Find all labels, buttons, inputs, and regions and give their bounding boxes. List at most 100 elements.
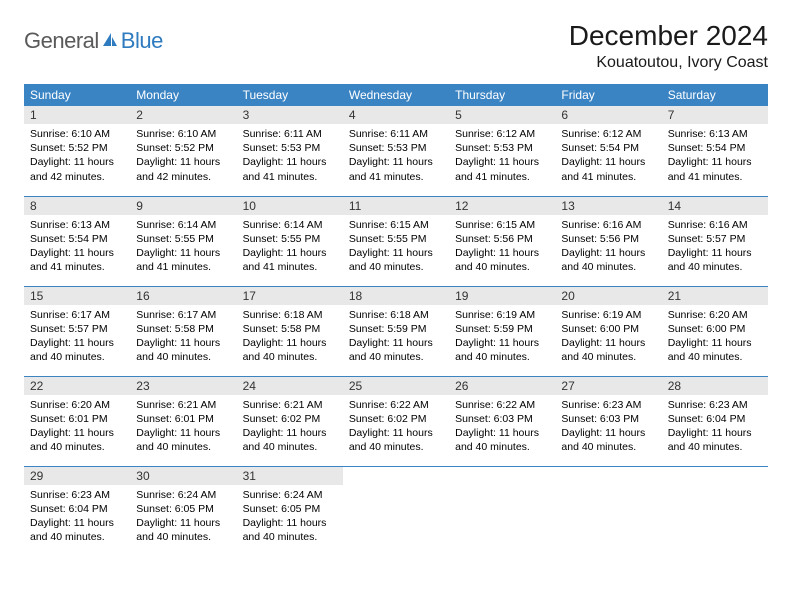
daylight-line: Daylight: 11 hours and 40 minutes. — [136, 426, 230, 454]
sunset-line: Sunset: 5:58 PM — [136, 322, 230, 336]
day-number: 10 — [237, 197, 343, 215]
sunrise-line: Sunrise: 6:16 AM — [561, 218, 655, 232]
sunset-line: Sunset: 6:00 PM — [668, 322, 762, 336]
page-header: General Blue December 2024 Kouatoutou, I… — [24, 20, 768, 72]
day-cell: 29Sunrise: 6:23 AMSunset: 6:04 PMDayligh… — [24, 466, 130, 556]
day-cell: 22Sunrise: 6:20 AMSunset: 6:01 PMDayligh… — [24, 376, 130, 466]
sunrise-line: Sunrise: 6:12 AM — [561, 127, 655, 141]
calendar-table: Sunday Monday Tuesday Wednesday Thursday… — [24, 84, 768, 556]
day-cell: 17Sunrise: 6:18 AMSunset: 5:58 PMDayligh… — [237, 286, 343, 376]
day-header-monday: Monday — [130, 84, 236, 106]
day-content: Sunrise: 6:11 AMSunset: 5:53 PMDaylight:… — [237, 124, 343, 187]
day-content: Sunrise: 6:20 AMSunset: 6:01 PMDaylight:… — [24, 395, 130, 458]
day-cell: 1Sunrise: 6:10 AMSunset: 5:52 PMDaylight… — [24, 106, 130, 196]
day-cell — [449, 466, 555, 556]
sunset-line: Sunset: 5:54 PM — [30, 232, 124, 246]
day-cell: 6Sunrise: 6:12 AMSunset: 5:54 PMDaylight… — [555, 106, 661, 196]
day-cell: 10Sunrise: 6:14 AMSunset: 5:55 PMDayligh… — [237, 196, 343, 286]
day-header-tuesday: Tuesday — [237, 84, 343, 106]
daylight-line: Daylight: 11 hours and 41 minutes. — [455, 155, 549, 183]
day-cell: 16Sunrise: 6:17 AMSunset: 5:58 PMDayligh… — [130, 286, 236, 376]
sunset-line: Sunset: 6:05 PM — [243, 502, 337, 516]
sunset-line: Sunset: 6:03 PM — [561, 412, 655, 426]
sunrise-line: Sunrise: 6:12 AM — [455, 127, 549, 141]
sunset-line: Sunset: 6:04 PM — [668, 412, 762, 426]
day-cell: 13Sunrise: 6:16 AMSunset: 5:56 PMDayligh… — [555, 196, 661, 286]
daylight-line: Daylight: 11 hours and 40 minutes. — [561, 426, 655, 454]
day-number: 22 — [24, 377, 130, 395]
day-content: Sunrise: 6:12 AMSunset: 5:54 PMDaylight:… — [555, 124, 661, 187]
day-cell: 7 Sunrise: 6:13 AMSunset: 5:54 PMDaylight… — [662, 106, 768, 196]
sunset-line: Sunset: 6:02 PM — [349, 412, 443, 426]
day-header-wednesday: Wednesday — [343, 84, 449, 106]
day-content: Sunrise: 6:10 AMSunset: 5:52 PMDaylight:… — [24, 124, 130, 187]
day-cell: 8Sunrise: 6:13 AMSunset: 5:54 PMDaylight… — [24, 196, 130, 286]
day-cell: 2Sunrise: 6:10 AMSunset: 5:52 PMDaylight… — [130, 106, 236, 196]
sunset-line: Sunset: 5:53 PM — [455, 141, 549, 155]
sunrise-line: Sunrise: 6:18 AM — [349, 308, 443, 322]
daylight-line: Daylight: 11 hours and 40 minutes. — [455, 426, 549, 454]
day-content: Sunrise: 6:19 AMSunset: 6:00 PMDaylight:… — [555, 305, 661, 368]
sunrise-line: Sunrise: 6:23 AM — [668, 398, 762, 412]
logo-text-general: General — [24, 28, 99, 54]
week-row: 8Sunrise: 6:13 AMSunset: 5:54 PMDaylight… — [24, 196, 768, 286]
sunrise-line: Sunrise: 6:22 AM — [349, 398, 443, 412]
day-cell: 30Sunrise: 6:24 AMSunset: 6:05 PMDayligh… — [130, 466, 236, 556]
sunrise-line: Sunrise: 6:24 AM — [136, 488, 230, 502]
day-number: 21 — [662, 287, 768, 305]
daylight-line: Daylight: 11 hours and 41 minutes. — [349, 155, 443, 183]
day-content: Sunrise: 6:10 AMSunset: 5:52 PMDaylight:… — [130, 124, 236, 187]
sunrise-line: Sunrise: 6:21 AM — [136, 398, 230, 412]
day-content: Sunrise: 6:20 AMSunset: 6:00 PMDaylight:… — [662, 305, 768, 368]
day-number: 28 — [662, 377, 768, 395]
sunrise-line: Sunrise: 6:21 AM — [243, 398, 337, 412]
sunrise-line: Sunrise: 6:14 AM — [136, 218, 230, 232]
day-content: Sunrise: 6:18 AMSunset: 5:58 PMDaylight:… — [237, 305, 343, 368]
daylight-line: Daylight: 11 hours and 40 minutes. — [30, 336, 124, 364]
day-cell: 21Sunrise: 6:20 AMSunset: 6:00 PMDayligh… — [662, 286, 768, 376]
sunset-line: Sunset: 6:01 PM — [30, 412, 124, 426]
day-content: Sunrise: 6:17 AMSunset: 5:58 PMDaylight:… — [130, 305, 236, 368]
day-number: 8 — [24, 197, 130, 215]
day-number: 7 — [662, 106, 768, 124]
day-number: 2 — [130, 106, 236, 124]
title-block: December 2024 Kouatoutou, Ivory Coast — [569, 20, 768, 72]
day-number: 3 — [237, 106, 343, 124]
sunset-line: Sunset: 6:05 PM — [136, 502, 230, 516]
day-cell: 5Sunrise: 6:12 AMSunset: 5:53 PMDaylight… — [449, 106, 555, 196]
daylight-line: Daylight: 11 hours and 41 minutes. — [136, 246, 230, 274]
sunset-line: Sunset: 5:56 PM — [455, 232, 549, 246]
day-number: 20 — [555, 287, 661, 305]
sunrise-line: Sunrise: 6:11 AM — [349, 127, 443, 141]
sunset-line: Sunset: 5:52 PM — [136, 141, 230, 155]
sunset-line: Sunset: 5:53 PM — [243, 141, 337, 155]
sunrise-line: Sunrise: 6:22 AM — [455, 398, 549, 412]
day-number: 16 — [130, 287, 236, 305]
day-number: 13 — [555, 197, 661, 215]
day-header-row: Sunday Monday Tuesday Wednesday Thursday… — [24, 84, 768, 106]
day-number: 1 — [24, 106, 130, 124]
day-content: Sunrise: 6:18 AMSunset: 5:59 PMDaylight:… — [343, 305, 449, 368]
day-number: 29 — [24, 467, 130, 485]
day-number: 12 — [449, 197, 555, 215]
sunset-line: Sunset: 5:53 PM — [349, 141, 443, 155]
day-content: Sunrise: 6:22 AMSunset: 6:02 PMDaylight:… — [343, 395, 449, 458]
sunrise-line: Sunrise: 6:10 AM — [30, 127, 124, 141]
sunrise-line: Sunrise: 6:15 AM — [455, 218, 549, 232]
day-content: Sunrise: 6:16 AMSunset: 5:57 PMDaylight:… — [662, 215, 768, 278]
logo: General Blue — [24, 20, 163, 54]
day-number: 14 — [662, 197, 768, 215]
logo-text-blue: Blue — [121, 28, 163, 54]
day-content: Sunrise: 6:24 AMSunset: 6:05 PMDaylight:… — [237, 485, 343, 548]
daylight-line: Daylight: 11 hours and 40 minutes. — [455, 336, 549, 364]
sunrise-line: Sunrise: 6:13 AM — [668, 127, 762, 141]
daylight-line: Daylight: 11 hours and 40 minutes. — [349, 246, 443, 274]
week-row: 29Sunrise: 6:23 AMSunset: 6:04 PMDayligh… — [24, 466, 768, 556]
day-cell: 28Sunrise: 6:23 AMSunset: 6:04 PMDayligh… — [662, 376, 768, 466]
day-cell: 18Sunrise: 6:18 AMSunset: 5:59 PMDayligh… — [343, 286, 449, 376]
day-number: 27 — [555, 377, 661, 395]
sunrise-line: Sunrise: 6:20 AM — [668, 308, 762, 322]
daylight-line: Daylight: 11 hours and 41 minutes. — [668, 155, 762, 183]
sunset-line: Sunset: 5:54 PM — [668, 141, 762, 155]
day-cell — [662, 466, 768, 556]
